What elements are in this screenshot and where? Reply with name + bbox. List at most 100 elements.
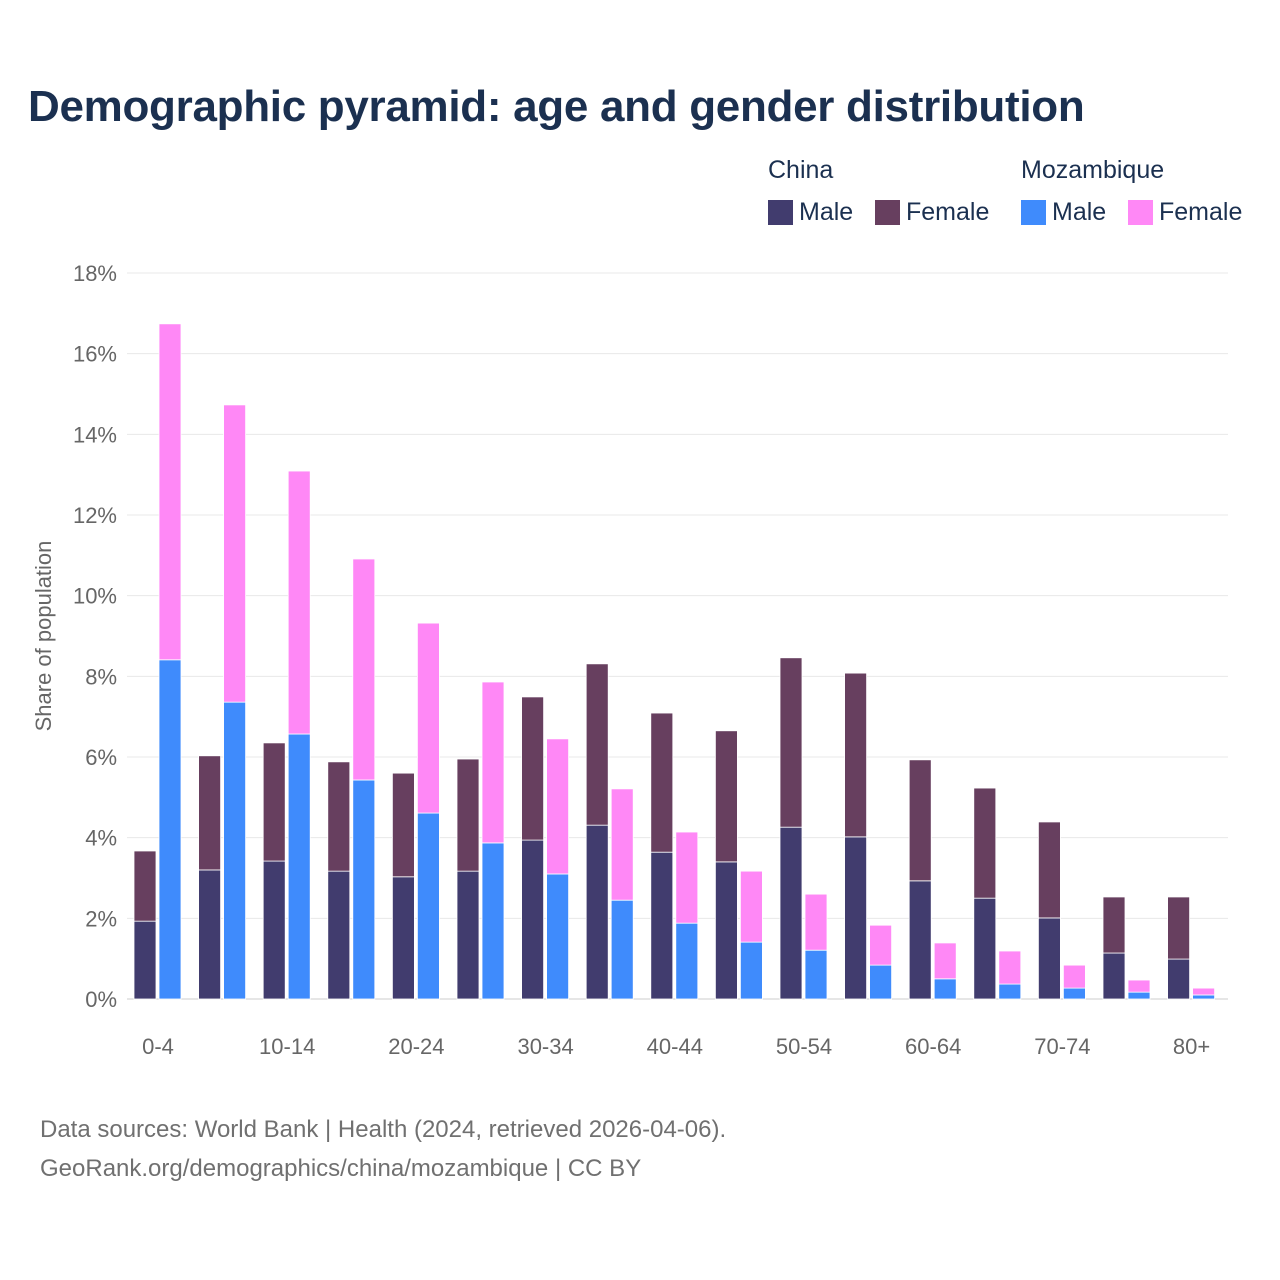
bar-mozambique-male-15-19[interactable]: [352, 779, 376, 1000]
bar-mozambique-male-30-34[interactable]: [546, 873, 569, 1000]
bar-mozambique-male-60-64[interactable]: [933, 978, 957, 1000]
bar-mozambique-female-30-34[interactable]: [546, 738, 569, 875]
bar-mozambique-female-50-54[interactable]: [804, 893, 828, 951]
bar-china-female-50-54[interactable]: [779, 657, 803, 828]
bar-mozambique-female-10-14[interactable]: [287, 470, 311, 735]
bar-mozambique-male-75-79[interactable]: [1127, 991, 1151, 1000]
legend-group-mozambique: Mozambique: [1021, 156, 1165, 184]
bar-mozambique-male-50-54[interactable]: [804, 949, 828, 1000]
x-tick-label: 50-54: [776, 1034, 832, 1059]
bar-mozambique-female-60-64[interactable]: [933, 942, 957, 980]
bar-china-female-60-64[interactable]: [908, 759, 932, 882]
bar-china-male-45-49[interactable]: [715, 861, 738, 1000]
bar-china-male-15-19[interactable]: [327, 870, 351, 1000]
y-tick-label: 12%: [73, 503, 117, 528]
bar-china-female-70-74[interactable]: [1038, 821, 1061, 919]
bar-china-male-20-24[interactable]: [391, 876, 415, 1000]
bar-china-male-55-59[interactable]: [844, 836, 867, 1000]
bar-china-female-35-39[interactable]: [585, 663, 609, 826]
bar-mozambique-male-45-49[interactable]: [740, 941, 763, 1000]
bar-china-male-25-29[interactable]: [456, 870, 480, 1000]
y-tick-label: 6%: [85, 745, 117, 770]
y-tick-label: 0%: [85, 987, 117, 1012]
bar-mozambique-male-10-14[interactable]: [287, 733, 311, 1000]
bar-mozambique-female-0-4[interactable]: [158, 323, 182, 661]
bar-mozambique-male-70-74[interactable]: [1063, 987, 1086, 1000]
legend-label: Male: [799, 198, 854, 226]
legend-label: Female: [1159, 198, 1243, 226]
bar-mozambique-female-45-49[interactable]: [740, 870, 763, 943]
legend-swatch: [768, 200, 793, 225]
bar-mozambique-female-25-29[interactable]: [481, 681, 505, 844]
bar-china-female-80+[interactable]: [1167, 896, 1190, 960]
legend-swatch: [1128, 200, 1153, 225]
bar-mozambique-male-5-9[interactable]: [223, 701, 247, 1000]
bar-china-male-40-44[interactable]: [650, 851, 674, 1000]
bar-china-male-80+[interactable]: [1167, 958, 1190, 1000]
bar-mozambique-male-55-59[interactable]: [869, 964, 892, 1000]
bar-mozambique-male-25-29[interactable]: [481, 842, 505, 1000]
bar-china-female-5-9[interactable]: [198, 755, 222, 871]
legend-china-male[interactable]: Male: [768, 198, 853, 227]
bar-mozambique-male-20-24[interactable]: [416, 812, 440, 1000]
bar-mozambique-female-35-39[interactable]: [610, 788, 634, 901]
legend-mozambique-female[interactable]: Female: [1128, 198, 1242, 227]
bar-china-male-70-74[interactable]: [1038, 917, 1061, 1000]
bar-china-female-75-79[interactable]: [1102, 896, 1126, 954]
bar-mozambique-female-5-9[interactable]: [223, 404, 247, 703]
bar-china-male-0-4[interactable]: [133, 920, 157, 1000]
bar-china-male-5-9[interactable]: [198, 869, 222, 1000]
bar-mozambique-male-80+[interactable]: [1192, 994, 1215, 1000]
x-tick-label: 20-24: [388, 1034, 444, 1059]
x-tick-label: 40-44: [647, 1034, 703, 1059]
bar-mozambique-male-0-4[interactable]: [158, 659, 182, 1000]
y-tick-label: 10%: [73, 584, 117, 609]
y-tick-label: 8%: [85, 664, 117, 689]
bar-china-female-55-59[interactable]: [844, 672, 867, 838]
legend-mozambique-male[interactable]: Male: [1021, 198, 1106, 227]
bar-china-female-40-44[interactable]: [650, 712, 674, 853]
bar-china-male-75-79[interactable]: [1102, 952, 1126, 1000]
bar-china-female-20-24[interactable]: [391, 772, 415, 878]
bar-china-male-50-54[interactable]: [779, 826, 803, 1000]
legend-swatch: [875, 200, 900, 225]
bar-mozambique-male-35-39[interactable]: [610, 899, 634, 1000]
legend-label: Male: [1052, 198, 1107, 226]
y-tick-label: 14%: [73, 422, 117, 447]
bar-china-female-30-34[interactable]: [521, 696, 544, 841]
bar-china-female-10-14[interactable]: [262, 742, 286, 862]
bar-china-female-45-49[interactable]: [715, 730, 738, 863]
legend-china-female[interactable]: Female: [875, 198, 989, 227]
bar-china-male-10-14[interactable]: [262, 860, 286, 1000]
bar-mozambique-female-70-74[interactable]: [1063, 964, 1086, 989]
x-tick-label: 0-4: [142, 1034, 174, 1059]
legend-group-china: China: [768, 156, 834, 184]
bar-china-female-65-69[interactable]: [973, 787, 997, 899]
x-tick-label: 60-64: [905, 1034, 961, 1059]
bar-mozambique-male-40-44[interactable]: [675, 922, 699, 1000]
bar-china-male-30-34[interactable]: [521, 839, 544, 1000]
x-tick-label: 70-74: [1034, 1034, 1090, 1059]
bar-china-male-35-39[interactable]: [585, 824, 609, 1000]
x-tick-label: 80+: [1173, 1034, 1210, 1059]
bar-china-female-25-29[interactable]: [456, 758, 480, 872]
footer-url[interactable]: GeoRank.org/demographics/china/mozambiqu…: [40, 1155, 642, 1182]
bar-mozambique-female-65-69[interactable]: [998, 950, 1022, 985]
y-tick-label: 18%: [73, 261, 117, 286]
bar-mozambique-female-80+[interactable]: [1192, 987, 1215, 996]
bar-china-male-60-64[interactable]: [908, 880, 932, 1000]
bar-mozambique-male-65-69[interactable]: [998, 983, 1022, 1000]
legend-label: Female: [906, 198, 990, 226]
bar-mozambique-female-75-79[interactable]: [1127, 979, 1151, 993]
chart-title: Demographic pyramid: age and gender dist…: [28, 82, 1085, 131]
bar-mozambique-female-20-24[interactable]: [416, 622, 440, 814]
bar-china-female-0-4[interactable]: [133, 850, 157, 922]
bar-mozambique-female-55-59[interactable]: [869, 924, 892, 966]
x-tick-label: 10-14: [259, 1034, 315, 1059]
bar-china-male-65-69[interactable]: [973, 897, 997, 1000]
bar-china-female-15-19[interactable]: [327, 761, 351, 872]
bar-mozambique-female-15-19[interactable]: [352, 558, 376, 781]
bar-mozambique-female-40-44[interactable]: [675, 831, 699, 924]
y-tick-label: 16%: [73, 342, 117, 367]
